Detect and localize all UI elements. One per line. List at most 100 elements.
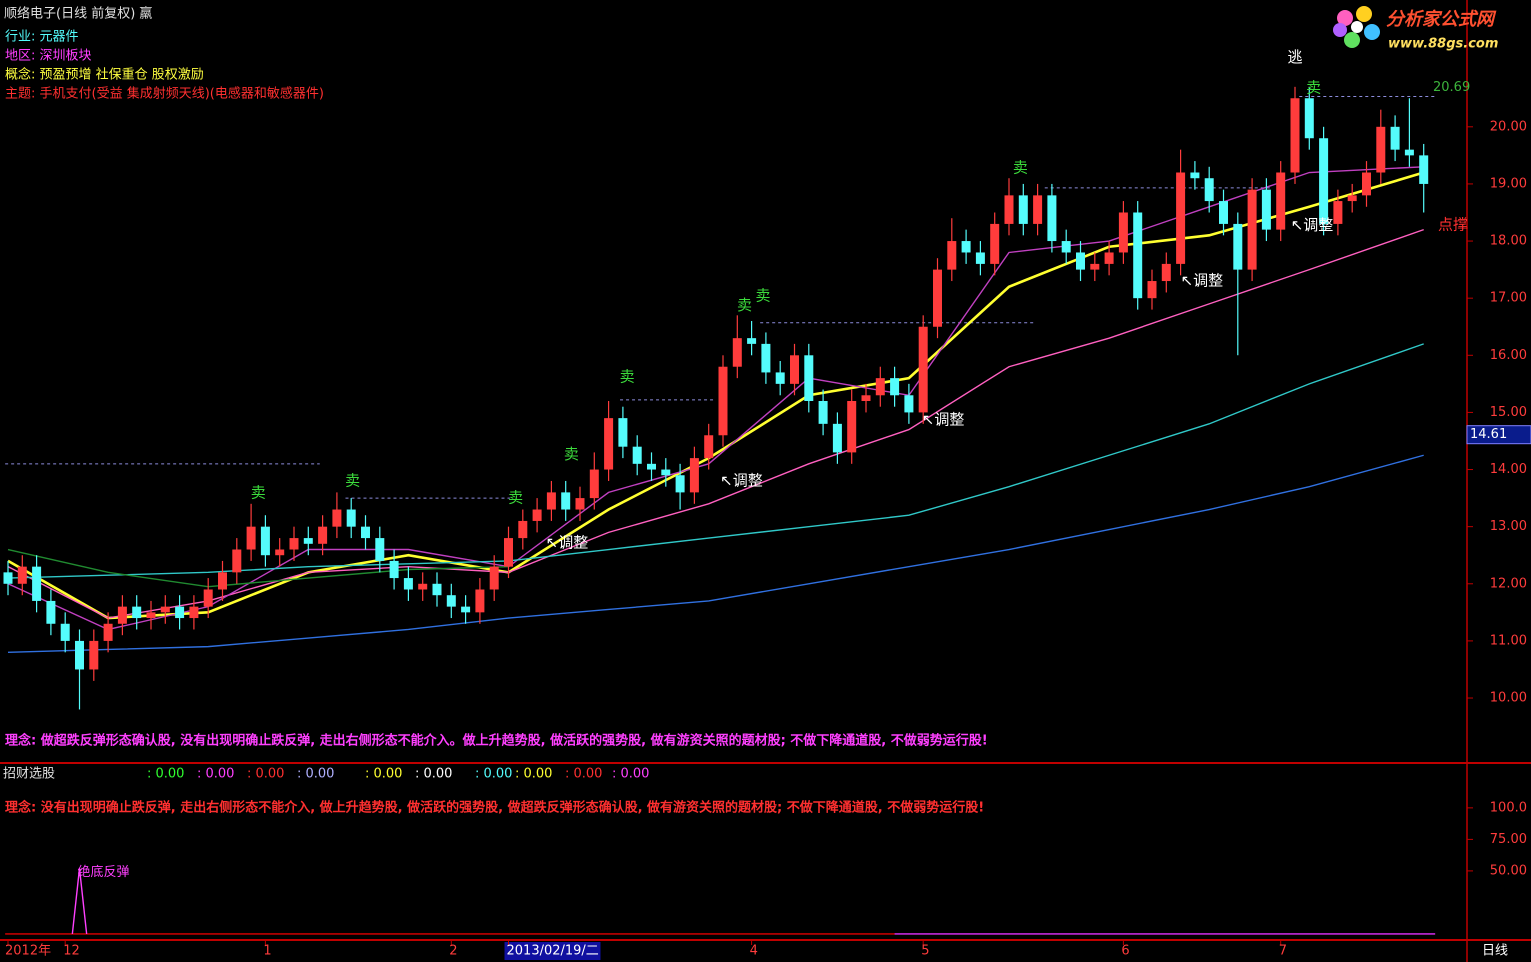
candle-body bbox=[1104, 252, 1114, 264]
candle-body bbox=[532, 509, 542, 521]
annotation: ↖调整 bbox=[922, 410, 965, 428]
candle-body bbox=[1061, 241, 1071, 253]
candle-body bbox=[1404, 149, 1414, 156]
candle-body bbox=[1319, 138, 1329, 224]
candle-body bbox=[875, 378, 885, 396]
annotation: ↖调整 bbox=[1291, 216, 1334, 234]
candle-body bbox=[1133, 212, 1143, 299]
candle-body bbox=[32, 566, 42, 601]
candle-body bbox=[475, 589, 485, 613]
info-line: 行业: 元器件 bbox=[5, 30, 79, 45]
candle-body bbox=[847, 400, 857, 453]
candle-body bbox=[375, 538, 385, 561]
x-tick-label: 7 bbox=[1279, 944, 1287, 959]
candle-body bbox=[103, 623, 113, 641]
x-tick-label: 2013/02/19/二 bbox=[507, 944, 599, 959]
candle-body bbox=[890, 378, 900, 396]
logo-petal bbox=[1344, 32, 1360, 48]
candle-body bbox=[489, 566, 499, 590]
annotation: 卖 bbox=[251, 483, 266, 501]
logo-title: 分析家公式网 bbox=[1386, 9, 1497, 30]
candle-body bbox=[260, 526, 270, 556]
candle-body bbox=[1147, 281, 1157, 299]
candle-body bbox=[3, 572, 13, 584]
annotation: 点撑 bbox=[1438, 216, 1468, 234]
x-tick-label: 4 bbox=[750, 944, 758, 959]
high-mark: 20.69 bbox=[1433, 80, 1470, 95]
y-tick-label: 75.00 bbox=[1490, 832, 1527, 847]
candle-body bbox=[732, 338, 742, 367]
annotation: 卖 bbox=[620, 368, 635, 386]
y-tick-label: 18.00 bbox=[1490, 234, 1527, 249]
readout: : 0.00 bbox=[197, 767, 234, 782]
annotation: 卖 bbox=[737, 296, 752, 314]
series-line bbox=[7, 454, 1424, 654]
chart-title: 顺络电子(日线 前复权) 羸 bbox=[4, 6, 152, 22]
candle-body bbox=[647, 463, 656, 470]
readout: : 0.00 bbox=[515, 767, 552, 782]
candle-body bbox=[1333, 201, 1343, 224]
candle-body bbox=[1362, 172, 1371, 196]
candle-body bbox=[1004, 195, 1014, 224]
candle-body bbox=[275, 549, 285, 556]
candle-body bbox=[918, 326, 928, 413]
candle-body bbox=[818, 400, 828, 424]
candle-body bbox=[947, 241, 957, 270]
candle-body bbox=[1390, 126, 1400, 150]
candle-body bbox=[232, 549, 242, 573]
candle-body bbox=[718, 366, 728, 436]
candle-body bbox=[418, 583, 428, 590]
candle-body bbox=[975, 252, 985, 264]
candle-body bbox=[60, 623, 70, 641]
candle-body bbox=[1033, 195, 1043, 224]
candle-body bbox=[361, 526, 370, 539]
candle-body bbox=[1176, 172, 1186, 264]
candle-body bbox=[1219, 201, 1228, 224]
candle-body bbox=[132, 606, 142, 619]
candle-body bbox=[1161, 263, 1171, 282]
series-line bbox=[7, 228, 1424, 619]
y-tick-label: 10.00 bbox=[1490, 691, 1527, 706]
candle-body bbox=[661, 469, 671, 476]
series-label: 绝底反弹 bbox=[78, 864, 130, 880]
candle-body bbox=[1290, 98, 1300, 173]
annotation: ↖调整 bbox=[546, 534, 589, 552]
candle-body bbox=[546, 492, 556, 510]
candle-body bbox=[461, 606, 471, 613]
candle-body bbox=[689, 458, 699, 493]
candle-body bbox=[289, 538, 299, 550]
candle-body bbox=[389, 560, 399, 579]
candle-body bbox=[75, 640, 84, 670]
candle-body bbox=[318, 526, 328, 544]
candle-body bbox=[904, 395, 914, 413]
candle-body bbox=[1233, 223, 1243, 270]
y-tick-label: 20.00 bbox=[1490, 119, 1527, 134]
candle-body bbox=[89, 640, 99, 670]
logo-petal bbox=[1333, 23, 1347, 37]
candle-body bbox=[790, 355, 799, 384]
candle-body bbox=[704, 435, 714, 459]
readout: : 0.00 bbox=[365, 767, 402, 782]
candle-body bbox=[1047, 195, 1057, 242]
readout: : 0.00 bbox=[612, 767, 649, 782]
candle-body bbox=[432, 583, 442, 596]
logo-petal bbox=[1356, 6, 1372, 22]
candle-body bbox=[1276, 172, 1286, 230]
candle-body bbox=[117, 606, 127, 624]
annotation: 卖 bbox=[1013, 158, 1028, 176]
logo-petal bbox=[1337, 10, 1353, 26]
note: 理念: 没有出现明确止跌反弹, 走出右侧形态不能介入, 做上升趋势股, 做活跃的… bbox=[5, 800, 984, 816]
y-tick-label: 14.00 bbox=[1490, 462, 1527, 477]
annotation: 逃 bbox=[1287, 48, 1302, 66]
candle-body bbox=[246, 526, 256, 550]
annotation: ↖调整 bbox=[1181, 272, 1224, 290]
annotation: 卖 bbox=[756, 286, 771, 304]
y-tick-label: 16.00 bbox=[1490, 348, 1527, 363]
candle-body bbox=[589, 469, 599, 499]
candle-body bbox=[1204, 178, 1214, 202]
candle-body bbox=[1018, 195, 1028, 224]
annotation: 卖 bbox=[564, 445, 579, 463]
candle-body bbox=[747, 338, 757, 344]
logo-petal bbox=[1364, 24, 1380, 40]
